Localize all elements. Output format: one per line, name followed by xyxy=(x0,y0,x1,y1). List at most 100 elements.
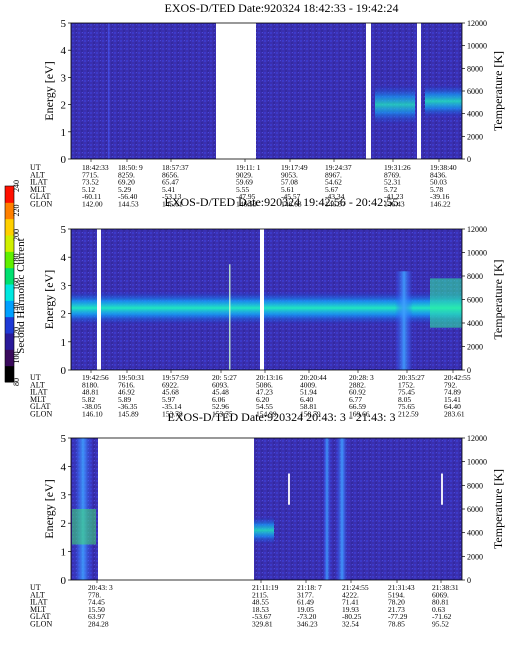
ephemeris-value: -38.05 xyxy=(82,402,102,411)
spectrogram-feature xyxy=(229,264,231,370)
ephemeris-value: 5.55 xyxy=(236,185,249,194)
ephemeris-row-label: ALT xyxy=(30,380,45,389)
colorbar-swatch xyxy=(5,251,14,269)
colorbar-swatch xyxy=(5,218,14,236)
ephemeris-value: 54.62 xyxy=(325,178,342,187)
ephemeris-row-label: ALT xyxy=(30,590,45,599)
colorbar-tick-label: 80 xyxy=(12,378,21,386)
ephemeris-value: 18.53 xyxy=(252,605,269,614)
y-axis-label: Energy [eV] xyxy=(42,61,56,120)
y-tick-label: 0 xyxy=(61,575,67,587)
ephemeris-value: 1752. xyxy=(398,380,415,389)
spectrogram-feature xyxy=(336,438,348,580)
ephemeris-value: 21.73 xyxy=(388,605,405,614)
ephemeris-value: 6093. xyxy=(212,380,229,389)
spectrogram-feature xyxy=(375,84,415,125)
ephemeris-value: -36.35 xyxy=(118,402,138,411)
y-axis-label: Energy [eV] xyxy=(42,479,56,538)
ephemeris-value: 18:50: 9 xyxy=(118,163,143,172)
ephemeris-value: 19.93 xyxy=(342,605,359,614)
y2-tick-label: 12000 xyxy=(467,434,487,443)
ephemeris-value: 9029. xyxy=(236,170,253,179)
ephemeris-value: 5.89 xyxy=(118,395,131,404)
ephemeris-row-label: MLT xyxy=(30,185,46,194)
ephemeris-value: 5.29 xyxy=(118,185,131,194)
y2-axis-label: Temperature [K] xyxy=(491,51,505,131)
ephemeris-value: 15.50 xyxy=(88,605,105,614)
ephemeris-value: 52.31 xyxy=(384,178,401,187)
colorbar-tick-label: 100 xyxy=(12,352,21,364)
ephemeris-value: 6.20 xyxy=(256,395,269,404)
ephemeris-value: 8180. xyxy=(82,380,99,389)
colorbar-swatch xyxy=(5,300,14,318)
ephemeris-value: 78.85 xyxy=(388,620,405,629)
ephemeris-value: 8769. xyxy=(384,170,401,179)
colorbar-title: Second Harmonic Current xyxy=(15,238,27,353)
ephemeris-value: 19:31:26 xyxy=(384,163,411,172)
ephemeris-value: 20:28: 3 xyxy=(349,373,374,382)
ephemeris-value: 145.89 xyxy=(118,410,139,419)
spectrogram-panel-3: EXOS-D/TED Date:920324 20:43: 3 - 21:43:… xyxy=(30,410,505,629)
ephemeris-value: 146.43 xyxy=(384,200,405,209)
y-tick-label: 5 xyxy=(61,224,67,236)
y2-tick-label: 10000 xyxy=(467,458,487,467)
panel-title: EXOS-D/TED Date:920324 18:42:33 - 19:42:… xyxy=(165,1,399,15)
data-gap xyxy=(97,229,101,370)
ephemeris-value: 19:17:49 xyxy=(281,163,308,172)
ephemeris-value: 154.99 xyxy=(256,410,277,419)
y2-tick-label: 10000 xyxy=(467,42,487,51)
ephemeris-value: 95.52 xyxy=(432,620,449,629)
spectrogram-feature xyxy=(288,473,290,505)
colorbar-tick-label: 140 xyxy=(12,303,21,315)
spectrogram-feature xyxy=(430,278,462,328)
ephemeris-value: 153.78 xyxy=(162,410,183,419)
ephemeris-value: 75.45 xyxy=(398,388,415,397)
colorbar-frame xyxy=(4,185,15,383)
ephemeris-value: 5.97 xyxy=(162,395,175,404)
ephemeris-row-label: GLAT xyxy=(30,612,51,621)
ephemeris-row-label: ILAT xyxy=(30,388,47,397)
ephemeris-value: 45.68 xyxy=(162,388,179,397)
ephemeris-value: -41.23 xyxy=(384,192,404,201)
ephemeris-value: 21:18: 7 xyxy=(297,583,322,592)
ephemeris-value: 21:38:31 xyxy=(432,583,459,592)
y2-tick-label: 10000 xyxy=(467,249,487,258)
ephemeris-value: 20:42:55 xyxy=(444,373,471,382)
ephemeris-value: 46.92 xyxy=(118,388,135,397)
colorbar-tick-label: 120 xyxy=(12,327,21,339)
y-tick-label: 3 xyxy=(61,490,67,502)
colorbar-swatch xyxy=(5,186,14,203)
ephemeris-value: 146.63 xyxy=(281,200,302,209)
colorbar-tick-label: 160 xyxy=(12,278,21,290)
spectrogram-feature xyxy=(395,271,413,370)
spectrogram-panel-1: EXOS-D/TED Date:920324 18:42:33 - 19:42:… xyxy=(30,1,505,209)
y-axis-label: Energy [eV] xyxy=(42,270,56,329)
ephemeris-value: 52.96 xyxy=(212,402,229,411)
ephemeris-value: 74.45 xyxy=(88,598,105,607)
ephemeris-value: 73.52 xyxy=(82,178,99,187)
ephemeris-value: 20:20:44 xyxy=(300,373,327,382)
ephemeris-value: 8967. xyxy=(325,170,342,179)
ephemeris-value: 5.67 xyxy=(325,185,338,194)
ephemeris-value: 69.20 xyxy=(118,178,135,187)
y2-tick-label: 0 xyxy=(467,155,471,164)
ephemeris-value: 7715. xyxy=(82,170,99,179)
y-tick-label: 3 xyxy=(61,280,67,292)
y2-tick-label: 2000 xyxy=(467,132,483,141)
y2-tick-label: 0 xyxy=(467,366,471,375)
ephemeris-value: 51.94 xyxy=(300,388,317,397)
ephemeris-value: 9053. xyxy=(281,170,298,179)
colorbar-swatch xyxy=(5,202,14,220)
ephemeris-value: 6069. xyxy=(432,590,449,599)
ephemeris-row-label: GLON xyxy=(30,200,52,209)
ephemeris-value: -73.20 xyxy=(297,612,317,621)
colorbar-tick-label: 180 xyxy=(12,254,21,266)
ephemeris-value: -47.95 xyxy=(236,192,256,201)
ephemeris-row-label: UT xyxy=(30,373,41,382)
y2-tick-label: 6000 xyxy=(467,87,483,96)
y-tick-label: 1 xyxy=(61,337,67,349)
ephemeris-value: 20:43: 3 xyxy=(88,583,113,592)
y2-tick-label: 0 xyxy=(467,576,471,585)
ephemeris-value: 5.12 xyxy=(82,185,95,194)
y2-tick-label: 8000 xyxy=(467,64,483,73)
